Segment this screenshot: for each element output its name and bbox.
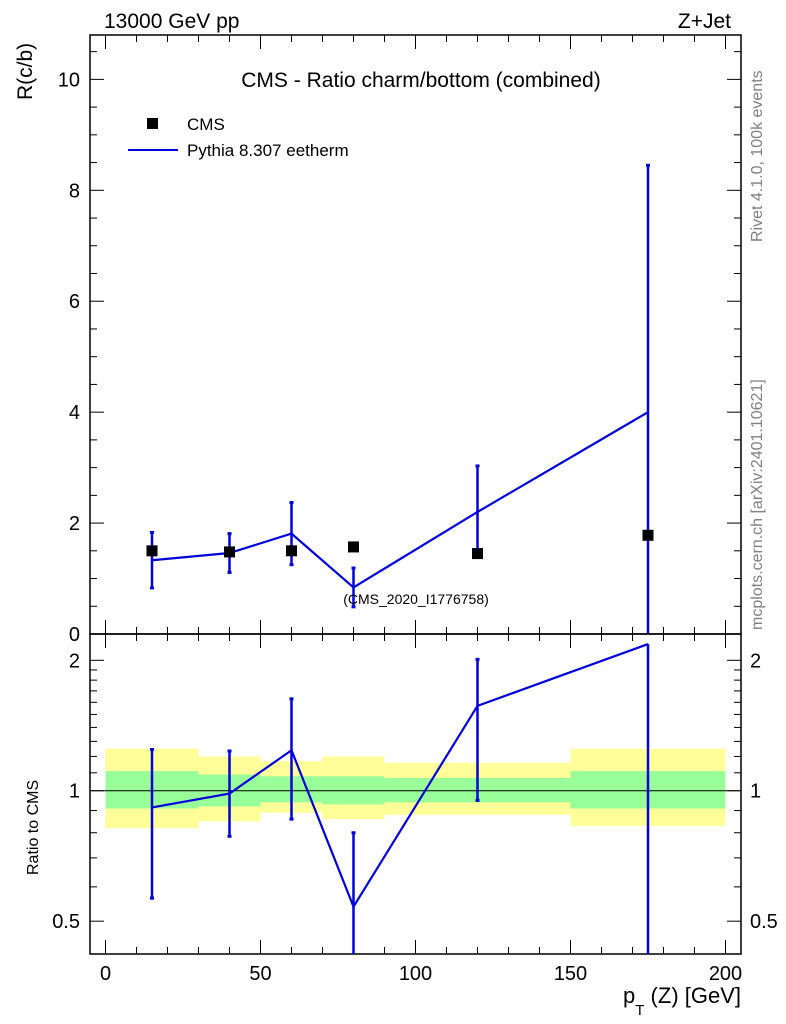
- main-plot-content: 0 2 4 6 8 10: [58, 34, 742, 646]
- x-axis-title-main: pT (Z) [GeV]: [623, 983, 741, 1019]
- ratio-plot-content: 0 50 100 150 200 0.5 0.5 1 1 2 2: [52, 633, 778, 985]
- main-y-tick-label: 10: [58, 69, 80, 91]
- main-y-tick-label: 0: [69, 624, 80, 646]
- cms-data-point-3: [348, 541, 359, 553]
- watermark-label: (CMS_2020_I1776758): [343, 591, 489, 607]
- ratio-y-tick-label-left: 0.5: [52, 911, 80, 933]
- x-axis-title-source: p_T (Z) [GeV]: [741, 1002, 748, 1004]
- legend-pythia-label: Pythia 8.307 eetherm: [187, 141, 349, 160]
- energy-label: 13000 GeV pp: [104, 10, 239, 33]
- ratio-mc-line: [151, 643, 649, 910]
- main-y-tick-label: 6: [69, 291, 80, 313]
- main-panel: 0 2 4 6 8 10 CMS - Ratio charm/bottom (combin…: [14, 34, 742, 646]
- cms-data-point-5: [642, 529, 654, 541]
- ratio-y-tick-label-left: 1: [69, 781, 80, 803]
- x-tick-label: 50: [249, 963, 271, 985]
- main-mc-line: [151, 411, 649, 589]
- ratio-y-tick-label-right: 0.5: [750, 911, 778, 933]
- main-title: CMS - Ratio charm/bottom (combined): [241, 69, 600, 92]
- ratio-panel: 0 50 100 150 200 0.5 0.5 1 1 2 2 Ratio to CMS: [25, 633, 778, 985]
- ratio-y-tick-label-right: 1: [750, 781, 761, 803]
- cms-data-point-1: [224, 546, 235, 558]
- cms-data-point-4: [472, 548, 483, 560]
- x-tick-label: 100: [399, 963, 432, 985]
- x-axis-title: pT (Z) [GeV] p_T (Z) [GeV]: [623, 983, 748, 1019]
- rivet-label: Rivet 4.1.0, 100k events: [749, 70, 766, 242]
- main-ylabel: R(c/b): [14, 43, 37, 100]
- main-y-tick-label: 4: [69, 402, 80, 424]
- ratio-ylabel: Ratio to CMS: [25, 780, 42, 875]
- ratio-y-tick-label-left: 2: [69, 650, 80, 672]
- main-y-tick-label: 2: [69, 513, 80, 535]
- legend-cms-marker: [147, 118, 158, 129]
- main-y-tick-label: 8: [69, 180, 80, 202]
- legend-cms-label: CMS: [187, 115, 225, 134]
- legend: CMS Pythia 8.307 eetherm: [128, 115, 349, 160]
- x-tick-label: 200: [709, 963, 742, 985]
- x-tick-label: 0: [100, 963, 111, 985]
- process-label: Z+Jet: [678, 10, 731, 33]
- mcplots-label: mcplots.cern.ch [arXiv:2401.10621]: [749, 379, 766, 630]
- cms-data-point-2: [286, 545, 297, 557]
- x-tick-label: 150: [554, 963, 587, 985]
- cms-data-point-0: [146, 545, 158, 557]
- ratio-y-tick-label-right: 2: [750, 650, 761, 672]
